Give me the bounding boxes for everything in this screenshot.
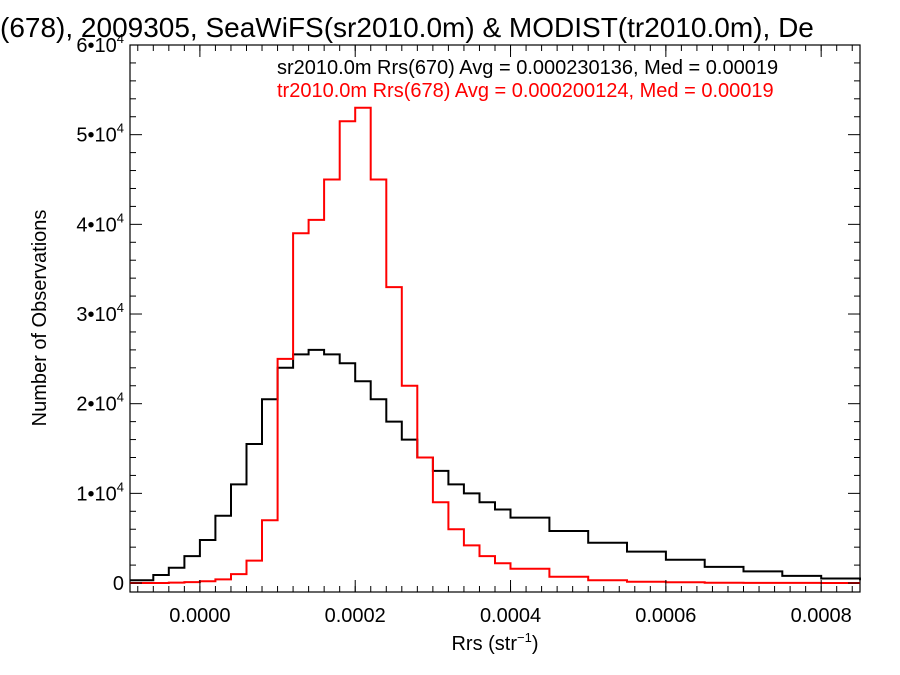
series-layer: [130, 106, 861, 584]
x-axis-label: Rrs (str−1): [451, 630, 538, 655]
legend-entry-sr2010: sr2010.0m Rrs(670) Avg = 0.000230136, Me…: [277, 57, 778, 79]
y-tick-label: 2•104: [76, 390, 124, 416]
y-tick-label: 4•104: [76, 210, 124, 236]
y-tick-label: 1•104: [76, 479, 124, 505]
x-tick-label: 0.0002: [325, 605, 386, 627]
ticks-layer: 0.0000 0.0002 0.0004 0.0006 0.0008 0 1•104 2•10…: [76, 31, 860, 627]
x-tick-label: 0.0004: [480, 605, 541, 627]
y-tick-label: 6•104: [76, 31, 124, 57]
y-tick-label: 0: [113, 573, 124, 595]
y-tick-label: 5•104: [76, 121, 124, 147]
legend: sr2010.0m Rrs(670) Avg = 0.000230136, Me…: [277, 57, 778, 102]
x-tick-label: 0.0006: [635, 605, 696, 627]
series-line-0: [130, 348, 861, 582]
x-tick-label: 0.0008: [791, 605, 852, 627]
chart-title: (678), 2009305, SeaWiFS(sr2010.0m) & MOD…: [0, 12, 814, 43]
y-tick-label: 3•104: [76, 300, 124, 326]
x-tick-label: 0.0000: [169, 605, 230, 627]
legend-entry-tr2010: tr2010.0m Rrs(678) Avg = 0.000200124, Me…: [277, 80, 774, 102]
series-line-1: [130, 106, 860, 584]
y-axis-label: Number of Observations: [29, 210, 51, 427]
